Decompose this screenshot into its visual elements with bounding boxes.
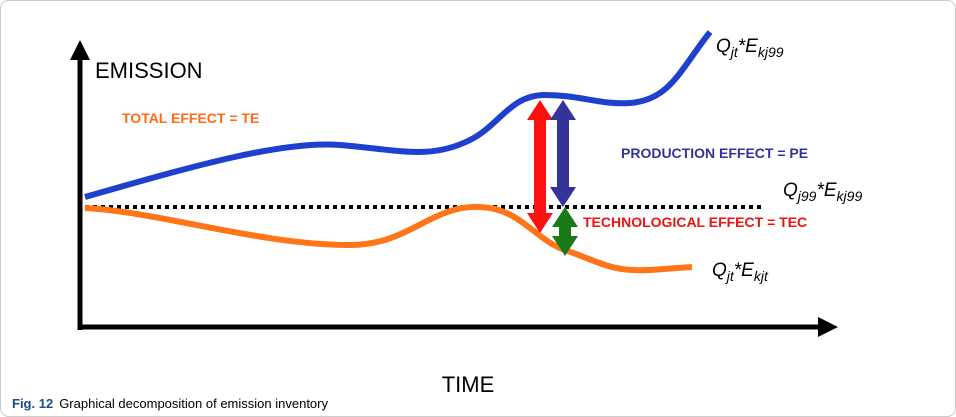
subscript: jt <box>729 44 739 60</box>
blue-curve <box>84 30 713 200</box>
production-arrow <box>550 100 576 207</box>
orange-curve <box>84 203 693 274</box>
symbol: *E <box>738 36 758 57</box>
curve-label: Qjt*Ekj99 <box>716 36 784 60</box>
subscript: kj99 <box>758 44 784 60</box>
production-effect: PRODUCTION EFFECT = PE <box>621 145 808 161</box>
symbol: Q <box>783 180 798 201</box>
curve-label: Qj99*Ekj99 <box>783 180 862 204</box>
x-arrow <box>818 317 838 337</box>
symbol: *E <box>816 180 836 201</box>
symbol: Q <box>716 36 731 57</box>
caption: Fig. 12 Graphical decomposition of emissi… <box>12 396 328 411</box>
technological-arrow <box>552 207 578 256</box>
technological-effect: TECHNOLOGICAL EFFECT = TEC <box>583 214 807 230</box>
caption-text: Graphical decomposition of emission inve… <box>59 396 328 411</box>
symbol: Q <box>712 260 727 281</box>
y-axis-label: EMISSION <box>95 58 203 83</box>
subscript: jt <box>725 268 735 284</box>
subscript: kjt <box>754 268 769 284</box>
x-axis-label: TIME <box>442 372 495 397</box>
total-arrow <box>527 100 553 233</box>
subscript: kj99 <box>837 188 863 204</box>
total-effect: TOTAL EFFECT = TE <box>122 110 259 126</box>
y-arrow <box>70 40 90 60</box>
symbol: *E <box>734 260 754 281</box>
subscript: j99 <box>796 188 817 204</box>
caption-label: Fig. 12 <box>12 396 53 411</box>
curve-label: Qjt*Ekjt <box>712 260 769 284</box>
